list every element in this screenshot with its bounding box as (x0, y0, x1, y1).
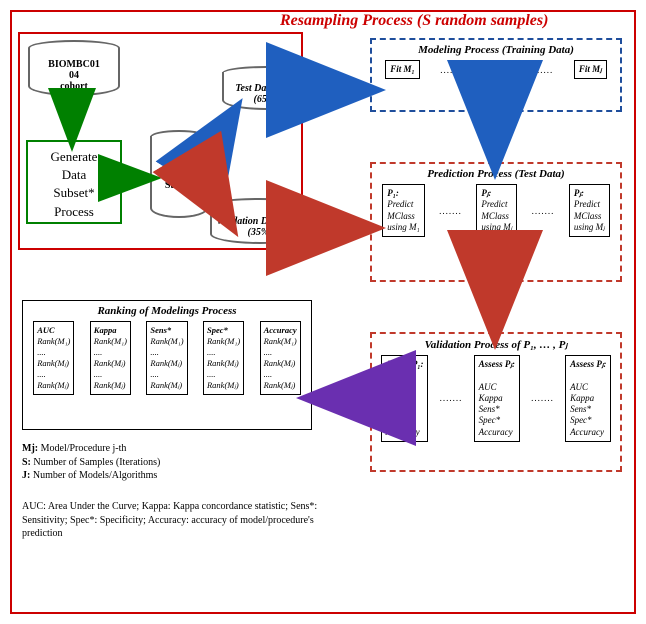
arrow-subset-to-test (210, 115, 232, 150)
diagram-canvas: Resampling Process (S random samples) BI… (0, 0, 646, 624)
arrows-layer (0, 0, 646, 624)
arrow-subset-to-validation (210, 190, 228, 220)
